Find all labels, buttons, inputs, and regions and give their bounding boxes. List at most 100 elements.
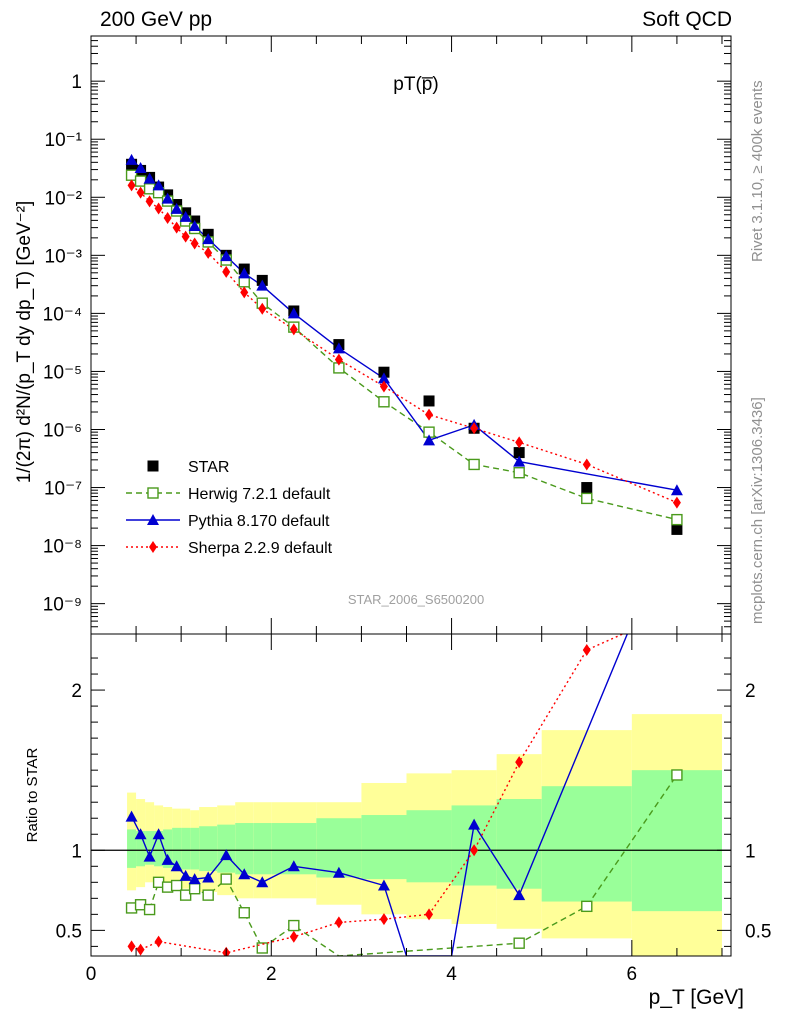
main-y-tick-label: 10⁻⁶	[43, 420, 82, 441]
legend-label-star: STAR	[188, 459, 229, 476]
analysis-id: STAR_2006_S6500200	[348, 592, 484, 607]
x-tick-label: 4	[446, 964, 457, 985]
ratio-y-tick-label-right: 2	[745, 681, 756, 702]
ratio-band-green	[190, 827, 200, 870]
herwig-ratio-point	[170, 879, 183, 892]
sherpa-main-point	[136, 186, 145, 199]
main-panel-frame	[90, 35, 732, 635]
ratio-band-green	[127, 829, 137, 868]
herwig-ratio-point	[220, 873, 232, 885]
ratio-band-green	[136, 831, 146, 867]
pythia-main-point	[188, 220, 201, 232]
herwig-ratio-point	[513, 937, 525, 949]
sherpa-main-point	[515, 436, 524, 449]
pythia-ratio-point	[125, 810, 138, 822]
pythia-ratio-point	[134, 828, 147, 840]
ratio-band-green	[631, 770, 722, 912]
main-y-tick-label: 1	[71, 72, 82, 93]
herwig-ratio-point	[238, 907, 250, 919]
sherpa-main-point	[425, 408, 434, 421]
pythia-main-point	[670, 484, 683, 496]
sherpa-main-point	[181, 230, 190, 243]
pythia-main-point	[423, 434, 436, 446]
sherpa-main-point	[672, 496, 681, 509]
header-left: 200 GeV pp	[100, 8, 212, 31]
sherpa-main-point	[258, 302, 267, 315]
pythia-ratio-point	[143, 850, 156, 862]
ratio-axes: 0.5 0.5 1 1 2 2 0 2 4 6	[56, 634, 771, 985]
ratio-y-tick-label-left: 2	[71, 681, 82, 702]
legend-marker-sherpa	[149, 541, 157, 553]
side-label-lower: mcplots.cern.ch [arXiv:1306.3436]	[749, 397, 766, 624]
sherpa-ratio-point	[515, 756, 524, 769]
ratio-band-green	[181, 827, 191, 870]
ratio-band-green	[172, 827, 182, 870]
herwig-main-point	[671, 513, 683, 526]
sherpa-main-point	[204, 246, 213, 259]
pythia-ratio-point	[238, 868, 251, 880]
pythia-main-point	[238, 267, 251, 279]
ratio-band-green	[361, 815, 407, 880]
main-series	[125, 153, 683, 535]
pythia-ratio-point	[152, 828, 165, 840]
x-tick-label: 2	[266, 964, 277, 985]
main-y-axis-label: 1/(2π) d²N/(p_T dy dp_T) [GeV⁻²]	[14, 201, 35, 484]
sherpa-ratio-point	[470, 844, 479, 857]
ratio-panel-frame	[90, 633, 732, 957]
ratio-y-tick-label-left: 1	[71, 841, 82, 862]
pythia-main-point	[287, 307, 300, 319]
pythia-main-point	[513, 455, 526, 467]
pythia-main-point	[170, 202, 183, 214]
main-y-tick-label: 10⁻⁵	[43, 362, 82, 383]
sherpa-main-point	[379, 380, 388, 393]
side-label-upper: Rivet 3.1.10, ≥ 400k events	[749, 80, 766, 262]
ratio-band-green	[163, 829, 173, 868]
sherpa-ratio-point	[334, 916, 343, 929]
sherpa-main-point	[240, 286, 249, 299]
pythia-ratio-point	[220, 849, 233, 861]
pythia-main-point	[143, 172, 156, 184]
legend-marker-pythia	[147, 514, 159, 525]
sherpa-main-point	[163, 211, 172, 224]
sherpa-ratio-point	[289, 930, 298, 943]
pythia-ratio-point	[513, 889, 526, 901]
ratio-series	[125, 634, 683, 956]
ratio-band-green	[253, 823, 272, 875]
pythia-main-point	[125, 153, 138, 165]
star-main-point	[513, 447, 525, 459]
pythia-main-point	[256, 279, 269, 291]
star-main-point	[378, 366, 390, 378]
main-y-tick-label: 10⁻⁹	[43, 595, 82, 616]
sherpa-ratio-point	[127, 940, 136, 953]
herwig-main-point	[468, 458, 480, 471]
legend-label-herwig: Herwig 7.2.1 default	[188, 486, 331, 503]
pythia-ratio-point	[287, 860, 300, 872]
ratio-y-tick-label-right: 1	[745, 841, 756, 862]
x-axis-label: p_T [GeV]	[649, 986, 744, 1009]
sherpa-main-point	[582, 458, 591, 471]
herwig-ratio-line	[131, 774, 678, 956]
pythia-ratio-point	[161, 853, 174, 865]
ratio-band-green	[145, 831, 155, 865]
pythia-ratio-point	[468, 818, 481, 830]
sherpa-main-point	[127, 179, 136, 192]
sherpa-main-point	[145, 195, 154, 208]
sherpa-ratio-point	[425, 908, 434, 921]
herwig-main-point	[513, 467, 525, 479]
pythia-main-point	[179, 210, 192, 222]
pythia-main-point	[134, 161, 147, 173]
pythia-ratio-point	[377, 879, 390, 891]
sherpa-ratio-point	[154, 935, 163, 948]
x-tick-label: 6	[627, 964, 638, 985]
pythia-main-point	[161, 192, 174, 204]
star-main-point	[671, 523, 683, 535]
main-y-tick-label: 10⁻⁴	[43, 304, 82, 325]
sherpa-main-point	[154, 202, 163, 215]
sherpa-ratio-point	[136, 943, 145, 956]
pythia-ratio-point	[256, 876, 269, 888]
herwig-ratio-point	[671, 769, 683, 781]
legend-marker-star	[147, 460, 159, 472]
sherpa-main-point	[289, 323, 298, 336]
ratio-bands	[91, 714, 731, 956]
pythia-main-point	[377, 372, 390, 384]
